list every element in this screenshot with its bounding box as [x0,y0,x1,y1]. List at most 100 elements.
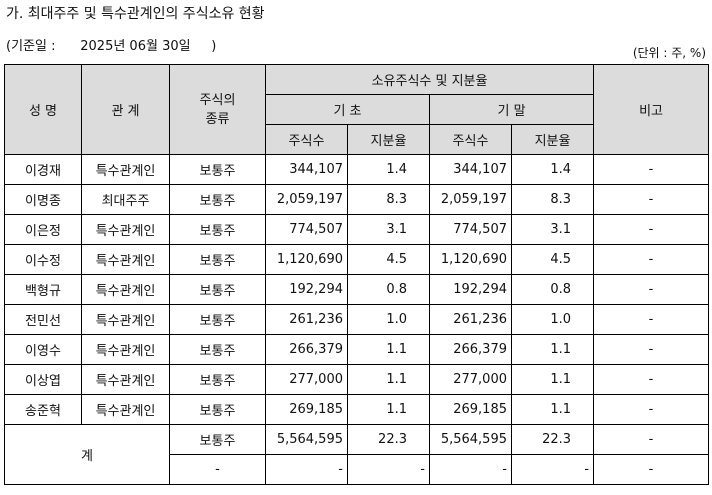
cell-begin-shares: 1,120,690 [265,244,348,275]
table-row: 이영수 특수관계인 보통주 266,379 1.1 266,379 1.1 - [4,334,710,365]
cell-end-shares: 1,120,690 [429,244,512,275]
shareholding-table: 성 명 관 계 주식의 종류 소유주식수 및 지분율 비고 기 초 기 말 주식… [4,64,710,485]
cell-end-shares: 266,379 [429,334,512,365]
cell-begin-ratio: 1.1 [347,364,430,395]
header-end: 기 말 [428,94,595,125]
total-other-begin-ratio: - [347,454,430,485]
total-begin-shares: 5,564,595 [265,424,348,455]
cell-stock-type: 보통주 [169,244,266,275]
header-relation: 관 계 [81,64,170,155]
table-body: 이경재 특수관계인 보통주 344,107 1.4 344,107 1.4 - … [4,154,710,485]
cell-name: 이수정 [4,244,82,275]
cell-begin-ratio: 0.8 [347,274,430,305]
cell-relation: 특수관계인 [81,214,170,245]
base-date: (기준일 : 2025년 06월 30일 ) [6,39,217,54]
cell-name: 이명종 [4,184,82,215]
cell-begin-shares: 2,059,197 [265,184,348,215]
cell-name: 이영수 [4,334,82,365]
cell-end-ratio: 4.5 [510,244,595,275]
section-title: 가. 최대주주 및 특수관계인의 주식소유 현황 [6,6,265,22]
cell-end-ratio: 1.4 [510,154,595,185]
cell-remark: - [593,304,710,335]
header-begin-ratio: 지분율 [347,124,430,155]
table-row: 전민선 특수관계인 보통주 261,236 1.0 261,236 1.0 - [4,304,710,335]
total-row: 계 보통주 5,564,595 22.3 5,564,595 22.3 - [4,424,710,485]
cell-remark: - [593,154,710,185]
cell-stock-type: 보통주 [169,274,266,305]
cell-end-shares: 277,000 [429,364,512,395]
header-name: 성 명 [4,64,82,155]
header-remark: 비고 [593,64,710,155]
cell-stock-type: 보통주 [169,214,266,245]
cell-end-shares: 344,107 [429,154,512,185]
cell-remark: - [593,274,710,305]
cell-begin-ratio: 1.1 [347,334,430,365]
cell-end-shares: 269,185 [429,394,512,425]
cell-begin-ratio: 1.4 [347,154,430,185]
total-other-begin-shares: - [265,454,348,485]
cell-begin-shares: 344,107 [265,154,348,185]
total-remark: - [593,424,710,455]
total-end-shares: 5,564,595 [429,424,512,455]
table-header: 성 명 관 계 주식의 종류 소유주식수 및 지분율 비고 기 초 기 말 주식… [4,64,710,155]
cell-relation: 특수관계인 [81,394,170,425]
table-row: 백형규 특수관계인 보통주 192,294 0.8 192,294 0.8 - [4,274,710,305]
table-row: 이상엽 특수관계인 보통주 277,000 1.1 277,000 1.1 - [4,364,710,395]
total-other-remark: - [593,454,710,485]
cell-begin-shares: 261,236 [265,304,348,335]
cell-begin-shares: 277,000 [265,364,348,395]
cell-end-shares: 774,507 [429,214,512,245]
total-stock-type: 보통주 [169,424,266,455]
header-stock-type-line1: 주식의 [199,92,236,108]
unit-label: (단위 : 주, %) [632,46,706,60]
cell-relation: 특수관계인 [81,364,170,395]
cell-end-ratio: 8.3 [510,184,595,215]
total-other-stock-type: - [169,454,266,485]
header-ownership: 소유주식수 및 지분율 [264,64,595,95]
cell-relation: 최대주주 [81,184,170,215]
cell-begin-shares: 269,185 [265,394,348,425]
header-stock-type-line2: 종류 [205,111,230,127]
header-end-ratio: 지분율 [510,124,595,155]
cell-stock-type: 보통주 [169,394,266,425]
header-begin: 기 초 [265,94,430,125]
cell-begin-ratio: 3.1 [347,214,430,245]
cell-end-ratio: 1.0 [510,304,595,335]
cell-stock-type: 보통주 [169,304,266,335]
cell-begin-ratio: 8.3 [347,184,430,215]
cell-relation: 특수관계인 [81,304,170,335]
cell-remark: - [593,184,710,215]
cell-begin-ratio: 1.1 [347,394,430,425]
cell-stock-type: 보통주 [169,184,266,215]
table-row: 이경재 특수관계인 보통주 344,107 1.4 344,107 1.4 - [4,154,710,185]
cell-end-shares: 192,294 [429,274,512,305]
cell-end-ratio: 0.8 [510,274,595,305]
cell-end-shares: 2,059,197 [429,184,512,215]
cell-name: 송준혁 [4,394,82,425]
cell-relation: 특수관계인 [81,244,170,275]
cell-name: 이경재 [4,154,82,185]
cell-remark: - [593,394,710,425]
cell-end-ratio: 1.1 [510,394,595,425]
table-row: 송준혁 특수관계인 보통주 269,185 1.1 269,185 1.1 - [4,394,710,425]
cell-begin-ratio: 4.5 [347,244,430,275]
total-begin-ratio: 22.3 [347,424,430,455]
total-label: 계 [4,424,170,485]
cell-begin-shares: 266,379 [265,334,348,365]
cell-name: 전민선 [4,304,82,335]
cell-remark: - [593,244,710,275]
cell-remark: - [593,364,710,395]
total-row-other: - - - - - - [5,454,710,485]
total-end-ratio: 22.3 [510,424,595,455]
header-begin-shares: 주식수 [265,124,348,155]
cell-stock-type: 보통주 [169,364,266,395]
cell-relation: 특수관계인 [81,274,170,305]
cell-end-ratio: 3.1 [510,214,595,245]
cell-end-ratio: 1.1 [510,364,595,395]
cell-relation: 특수관계인 [81,334,170,365]
cell-remark: - [593,334,710,365]
table-row: 이명종 최대주주 보통주 2,059,197 8.3 2,059,197 8.3… [4,184,710,215]
cell-relation: 특수관계인 [81,154,170,185]
total-other-end-ratio: - [510,454,595,485]
cell-name: 이은정 [4,214,82,245]
